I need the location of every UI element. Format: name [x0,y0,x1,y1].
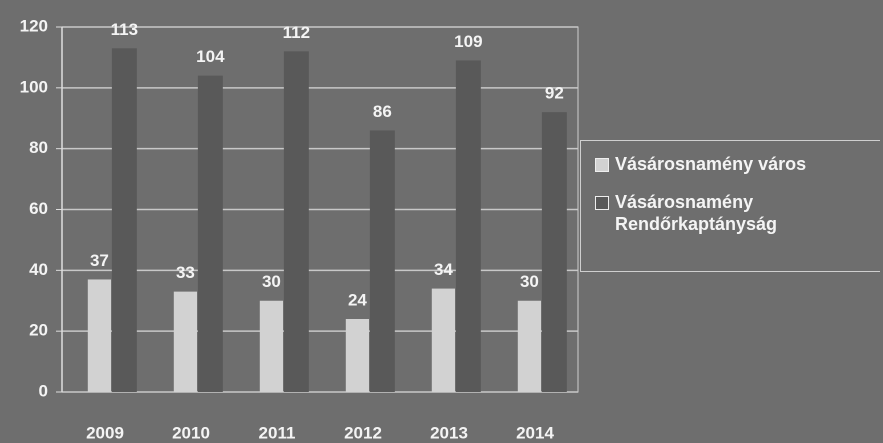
data-label: 37 [90,251,109,270]
data-label: 104 [196,47,225,66]
x-tick-label: 2014 [516,423,554,442]
legend: Vásárosnamény város Vásárosnamény Rendőrk… [580,140,880,272]
x-tick-label: 2009 [86,423,124,442]
legend-item: Vásárosnamény város [595,153,880,175]
data-label: 30 [262,272,281,291]
y-tick-label: 0 [39,381,48,400]
x-tick-label: 2013 [430,423,468,442]
bar [283,51,309,392]
data-label: 24 [348,290,367,309]
legend-swatch [595,158,609,172]
chart: 0 20 40 60 80 100 120 2009 37 113 2010 33 104 2011 30 1… [20,16,579,442]
bar [517,300,542,392]
y-tick-label: 20 [29,321,48,340]
bar [111,48,137,393]
data-label: 112 [283,23,310,42]
bar [431,288,456,392]
x-tick-label: 2011 [259,423,296,442]
bar [455,60,481,392]
data-label: 34 [434,260,453,279]
y-tick-label: 40 [29,260,48,279]
legend-label: Vásárosnamény Rendőrkaptányság [615,192,778,234]
bar [87,279,112,392]
data-label: 33 [176,263,195,282]
legend-item: Vásárosnamény Rendőrkaptányság [595,191,880,235]
data-label: 113 [111,20,138,39]
data-label: 109 [454,32,482,51]
legend-swatch [595,196,609,210]
y-tick-label: 60 [29,199,48,218]
data-label: 86 [373,102,392,121]
y-tick-label: 120 [20,16,48,35]
bar [541,112,567,393]
x-tick-label: 2012 [344,423,382,442]
legend-label: Vásárosnamény város [615,154,807,174]
bar [173,291,198,392]
y-tick-label: 80 [29,138,48,157]
x-tick-label: 2010 [172,423,210,442]
bar [345,319,370,392]
data-label: 92 [545,84,564,103]
y-tick-label: 100 [20,77,48,96]
bar [197,75,223,393]
data-label: 30 [520,272,539,291]
bar [259,300,284,392]
bar [369,130,395,392]
